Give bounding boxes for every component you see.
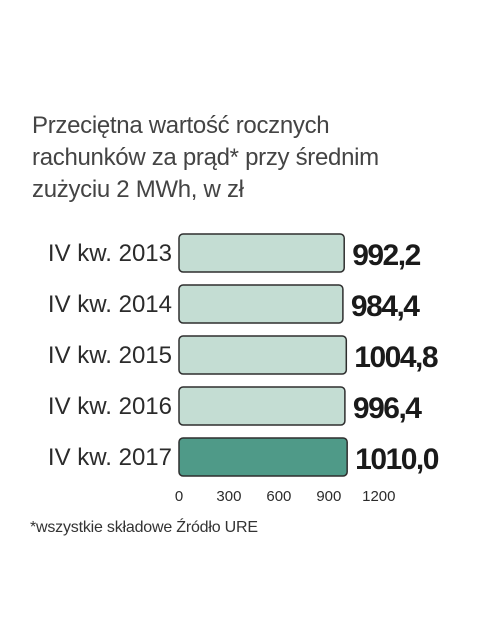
x-tick-label: 0 bbox=[175, 488, 183, 505]
chart-title-line-2: rachunków za prąd* przy średnim bbox=[32, 144, 379, 171]
bar bbox=[178, 335, 348, 375]
bar bbox=[178, 284, 344, 324]
bar bbox=[178, 233, 345, 273]
category-label: IV kw. 2017 bbox=[48, 444, 172, 471]
x-tick-label: 300 bbox=[216, 488, 241, 505]
x-tick-label: 600 bbox=[266, 488, 291, 505]
x-tick-label: 900 bbox=[316, 488, 341, 505]
value-label: 992,2 bbox=[352, 239, 420, 272]
highlight-bar bbox=[178, 437, 348, 477]
category-label: IV kw. 2016 bbox=[48, 393, 172, 420]
x-tick-label: 1200 bbox=[362, 488, 395, 505]
value-label: 1010,0 bbox=[355, 443, 439, 476]
chart-title-line-3: zużyciu 2 MWh, w zł bbox=[32, 176, 244, 203]
category-label: IV kw. 2013 bbox=[48, 240, 172, 267]
category-label: IV kw. 2015 bbox=[48, 342, 172, 369]
chart-title-line-1: Przeciętna wartość rocznych bbox=[32, 112, 330, 139]
value-label: 984,4 bbox=[351, 290, 420, 323]
category-label: IV kw. 2014 bbox=[48, 291, 172, 318]
value-label: 996,4 bbox=[353, 392, 422, 425]
value-label: 1004,8 bbox=[354, 341, 438, 374]
bar bbox=[178, 386, 346, 426]
chart-title: Przeciętna wartość rocznych rachunków za… bbox=[32, 110, 452, 206]
footnote: *wszystkie składowe Źródło URE bbox=[30, 519, 258, 536]
